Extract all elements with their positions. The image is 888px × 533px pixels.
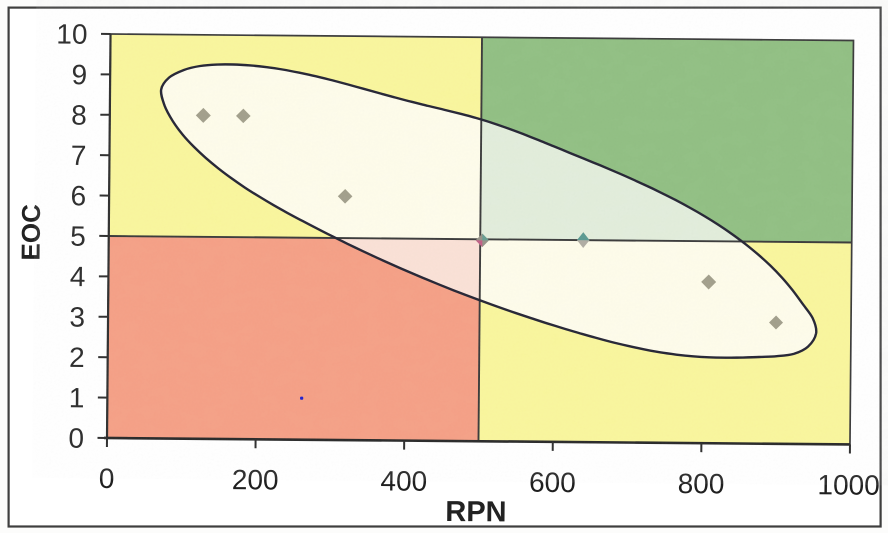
svg-text:400: 400 (380, 465, 427, 496)
svg-text:5: 5 (70, 221, 86, 252)
svg-text:800: 800 (678, 468, 725, 499)
svg-text:10: 10 (56, 19, 87, 50)
svg-text:200: 200 (232, 464, 279, 495)
svg-text:2: 2 (69, 342, 85, 373)
svg-text:600: 600 (529, 467, 576, 498)
svg-text:0: 0 (99, 463, 115, 494)
svg-text:4: 4 (70, 261, 86, 292)
svg-text:7: 7 (71, 140, 87, 171)
svg-text:0: 0 (68, 423, 84, 454)
svg-text:8: 8 (71, 99, 87, 130)
svg-text:3: 3 (69, 301, 85, 332)
svg-text:EOC: EOC (16, 204, 46, 261)
svg-text:1: 1 (69, 382, 85, 413)
svg-text:9: 9 (71, 59, 87, 90)
svg-text:6: 6 (70, 180, 86, 211)
svg-text:1000: 1000 (817, 469, 880, 501)
svg-text:RPN: RPN (445, 496, 507, 529)
